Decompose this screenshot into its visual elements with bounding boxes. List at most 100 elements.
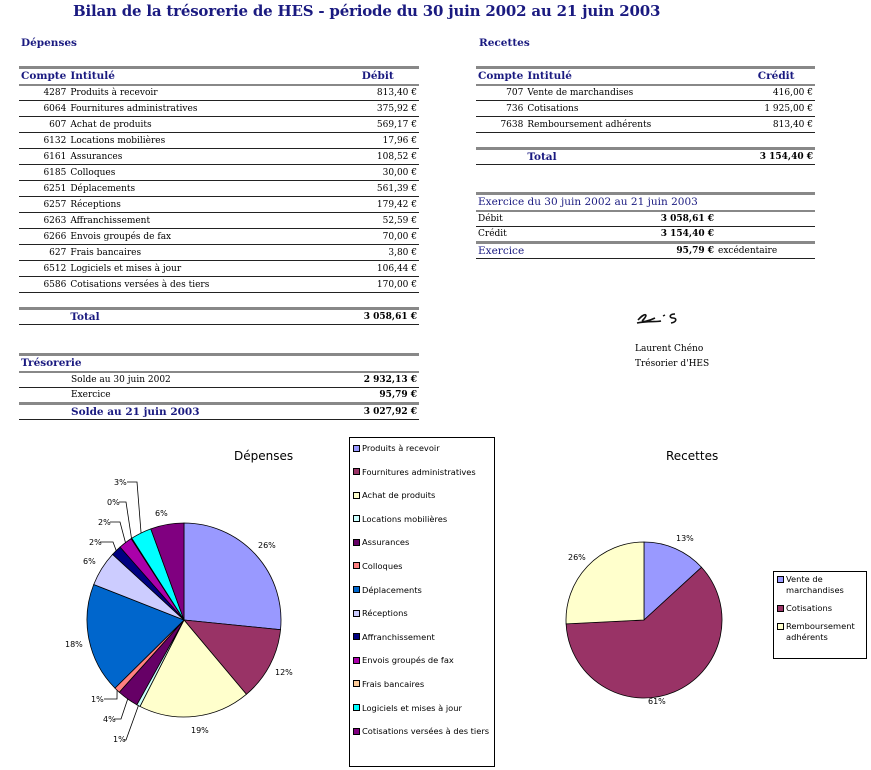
pie-data-label: 3% — [114, 478, 127, 487]
leader-line — [114, 698, 129, 720]
exercice-result-label: Exercice — [476, 241, 626, 259]
legend-label: Envois groupés de fax — [362, 655, 454, 666]
legend-label: Affranchissement — [362, 631, 435, 642]
pie-data-label: 26% — [258, 541, 276, 550]
leader-line — [127, 481, 142, 534]
intitule-cell: Logiciels et mises à jour — [68, 260, 362, 277]
legend-swatch-icon — [777, 576, 784, 583]
legend-item: Envois groupés de fax — [353, 655, 491, 665]
montant-cell: 1 925,00 € — [757, 100, 815, 117]
montant-cell: 52,59 € — [361, 212, 419, 229]
legend-item: Frais bancaires — [353, 679, 491, 689]
tresorerie-row: Exercice 95,79 € — [19, 387, 419, 404]
pie-data-label: 6% — [155, 509, 168, 518]
compte-cell: 6161 — [19, 148, 69, 165]
table-row: 6586 Cotisations versées à des tiers 170,0… — [19, 276, 419, 293]
montant-cell: 569,17 € — [361, 116, 419, 133]
pie-data-label: 26% — [568, 553, 586, 562]
legend-item: Colloques — [353, 561, 491, 571]
leader-line — [119, 501, 132, 539]
exercice-result-row: Exercice 95,79 € excédentaire — [476, 241, 815, 259]
compte-cell: 6266 — [19, 228, 69, 245]
legend-swatch-icon — [353, 704, 360, 712]
pie-data-label: 12% — [275, 668, 293, 677]
legend-item: Cotisations versées à des tiers — [353, 726, 491, 736]
legend-swatch-icon — [777, 605, 784, 612]
compte-cell: 736 — [476, 100, 526, 117]
table-row: 6263 Affranchissement 52,59 € — [19, 212, 419, 229]
intitule-cell: Cotisations — [525, 100, 758, 117]
legend-label: Colloques — [362, 560, 403, 571]
tresorerie-final-value: 3 027,92 € — [323, 402, 419, 420]
compte-cell: 6586 — [19, 276, 69, 293]
legend-swatch-icon — [353, 562, 360, 570]
legend-label: Cotisations versées à des tiers — [362, 726, 490, 737]
table-row: 607 Achat de produits 569,17 € — [19, 116, 419, 133]
montant-cell: 561,39 € — [361, 180, 419, 197]
tresorerie-final-row: Solde au 21 juin 2003 3 027,92 € — [19, 402, 419, 420]
signature-role: Trésorier d'HES — [635, 359, 710, 369]
recettes-legend: Vente de marchandises Cotisations Rembours… — [773, 571, 867, 659]
compte-cell: 6263 — [19, 212, 69, 229]
intitule-cell: Assurances — [68, 148, 362, 165]
leader-line — [124, 705, 139, 741]
tresorerie-row: Solde au 30 juin 2002 2 932,13 € — [19, 371, 419, 388]
header-compte: Compte — [476, 66, 526, 86]
compte-cell: 6132 — [19, 132, 69, 149]
compte-cell: 6257 — [19, 196, 69, 213]
header-compte: Compte — [19, 66, 69, 86]
pie-slice — [139, 619, 247, 718]
intitule-cell: Déplacements — [68, 180, 362, 197]
intitule-cell: Réceptions — [68, 196, 362, 213]
pie-slice — [565, 541, 645, 625]
table-row: 6185 Colloques 30,00 € — [19, 164, 419, 181]
tresorerie-row-label: Exercice — [19, 387, 324, 404]
legend-label: Fournitures administratives — [362, 466, 476, 477]
legend-label: Produits à recevoir — [362, 443, 440, 453]
legend-swatch-icon — [353, 491, 360, 499]
table-row: 736 Cotisations 1 925,00 € — [476, 100, 815, 117]
intitule-cell: Colloques — [68, 164, 362, 181]
compte-cell: 4287 — [19, 84, 69, 101]
legend-swatch-icon — [353, 680, 360, 688]
signature-name: Laurent Chéno — [635, 344, 704, 354]
legend-label: Vente de marchandises — [786, 574, 844, 595]
table-row: 6512 Logiciels et mises à jour 106,44 € — [19, 260, 419, 277]
depenses-total-value: 3 058,61 € — [361, 307, 419, 325]
legend-label: Logiciels et mises à jour — [362, 702, 462, 713]
legend-item: Locations mobilières — [353, 514, 491, 524]
table-row: 4287 Produits à recevoir 813,40 € — [19, 84, 419, 101]
legend-item: Vente de marchandises — [777, 574, 863, 596]
intitule-cell: Envois groupés de fax — [68, 228, 362, 245]
table-row: 6257 Réceptions 179,42 € — [19, 196, 419, 213]
montant-cell: 3,80 € — [361, 244, 419, 261]
leader-line — [104, 690, 118, 700]
depenses-legend: Produits à recevoir Fournitures administr… — [349, 437, 495, 767]
intitule-cell: Vente de marchandises — [525, 84, 758, 101]
table-row: 6064 Fournitures administratives 375,92 € — [19, 100, 419, 117]
tresorerie-title: Trésorerie — [19, 353, 419, 373]
table-row: 6161 Assurances 108,52 € — [19, 148, 419, 165]
pie-data-label: 1% — [113, 735, 126, 744]
depenses-total-row: Total 3 058,61 € — [19, 307, 419, 325]
pie-data-label: 2% — [89, 538, 102, 547]
legend-item: Cotisations — [777, 603, 863, 614]
intitule-cell: Cotisations versées à des tiers — [68, 276, 362, 293]
pie-slice — [86, 583, 185, 689]
legend-swatch-icon — [353, 444, 360, 452]
compte-cell: 6185 — [19, 164, 69, 181]
table-row: 6251 Déplacements 561,39 € — [19, 180, 419, 197]
legend-label: Cotisations — [786, 603, 833, 613]
legend-item: Affranchissement — [353, 632, 491, 642]
signature-image — [636, 313, 677, 324]
montant-cell: 813,40 € — [361, 84, 419, 101]
tresorerie-row-value: 95,79 € — [323, 387, 419, 404]
pie-data-label: 4% — [103, 715, 116, 724]
intitule-cell: Affranchissement — [68, 212, 362, 229]
legend-swatch-icon — [353, 656, 360, 664]
table-row: 627 Frais bancaires 3,80 € — [19, 244, 419, 261]
header-intitule: Intitulé — [525, 66, 758, 86]
legend-swatch-icon — [353, 586, 360, 594]
pie-data-label: 2% — [98, 518, 111, 527]
pie-slice — [183, 619, 281, 695]
